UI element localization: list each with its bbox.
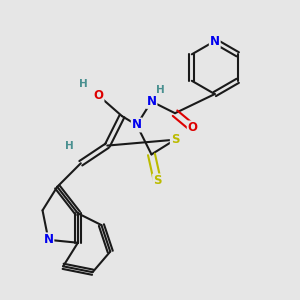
Text: H: H [65,141,74,151]
Text: O: O [188,122,198,134]
Text: N: N [44,233,53,246]
Text: O: O [94,89,103,102]
Text: H: H [80,79,88,89]
Text: S: S [153,174,162,188]
Text: N: N [132,118,142,131]
Text: N: N [146,95,157,108]
Text: N: N [210,34,220,48]
Text: S: S [171,133,179,146]
Text: H: H [156,85,165,94]
